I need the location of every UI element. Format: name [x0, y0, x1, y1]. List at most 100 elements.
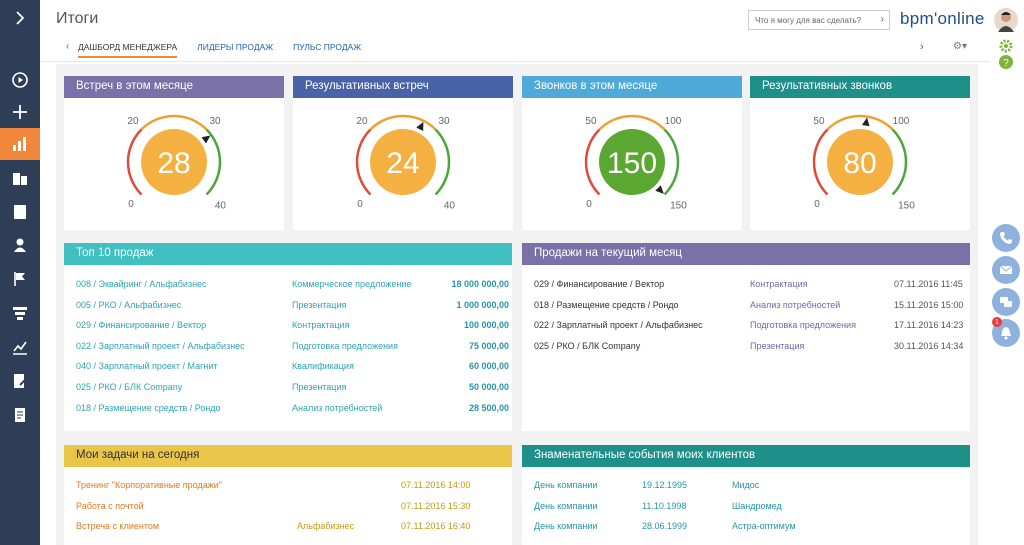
events-card: Знаменательные события моих клиентов Ден… [522, 445, 970, 545]
gauge-card-calls: Звонков в этом месяце 150 50 100 0 150 [522, 76, 742, 230]
gauge-value-circle [827, 129, 893, 195]
gauge-min: 0 [586, 199, 592, 210]
opportunity-link[interactable]: 040 / Зарплатный проект / Магнит [76, 361, 218, 372]
stage-text: Контрактация [292, 320, 350, 331]
opportunity-link[interactable]: 018 / Размещение средств / Рондо [76, 402, 221, 413]
date-value: 07.11.2016 11:45 [894, 279, 963, 289]
gauge-mark: 50 [813, 116, 825, 127]
gauge-meetings: 28 20 30 0 40 [126, 114, 227, 211]
opportunity-link[interactable]: 022 / Зарплатный проект / Альфабизнес [534, 320, 703, 331]
stage-text: Презентация [750, 340, 805, 351]
task-link[interactable]: Работа с почтой [76, 500, 144, 511]
gauge-pointer [861, 117, 870, 127]
gauge-band [663, 128, 680, 196]
tab-manager-dashboard[interactable]: ДАШБОРД МЕНЕДЖЕРА [78, 40, 178, 58]
help-icon[interactable]: ? [992, 48, 1020, 76]
left-nav [0, 0, 40, 545]
gear-dropdown-icon[interactable]: ⚙▾ [953, 41, 967, 52]
chevron-right-icon[interactable]: › [880, 14, 884, 25]
gauge-band [584, 128, 601, 196]
page-title: Итоги [56, 10, 99, 27]
client-link[interactable]: Шандромед [732, 500, 782, 511]
chevron-right-icon[interactable] [0, 2, 40, 34]
event-date: 11.10.1998 [642, 500, 687, 511]
opportunity-link[interactable]: 029 / Финансирование / Вектор [76, 320, 207, 331]
search-placeholder: Что я могу для вас сделать? [755, 16, 862, 25]
brand-logo: bpm'online [900, 9, 985, 28]
gauge-title: Результативных встреч [293, 76, 513, 98]
client-link[interactable]: Астра-оптимум [732, 521, 796, 531]
gauge-band [891, 128, 908, 196]
user-avatar[interactable] [992, 6, 1020, 34]
client-link[interactable]: Мидос [732, 480, 760, 490]
right-panel: ? 1 [990, 0, 1024, 545]
chevron-right-icon[interactable]: › [920, 41, 924, 53]
phone-icon[interactable] [992, 224, 1020, 252]
gauge-card-effective-meetings: Результативных встреч 24 20 30 0 40 [293, 76, 513, 230]
tab-sales-pulse[interactable]: ПУЛЬС ПРОДАЖ [293, 42, 362, 52]
accounts-icon[interactable] [0, 162, 40, 194]
gauge-max: 40 [215, 200, 227, 211]
bar-chart-icon[interactable] [0, 128, 40, 160]
gauge-min: 0 [814, 199, 820, 210]
opportunity-link[interactable]: 029 / Финансирование / Вектор [534, 279, 665, 289]
gauge-calls: 150 50 100 0 150 [584, 114, 687, 211]
command-search-input[interactable]: Что я могу для вас сделать? › [748, 10, 890, 30]
gauge-band [369, 114, 437, 131]
dashboard-content: Встреч в этом месяце 28 20 30 0 40 Результат… [56, 64, 978, 545]
date-value: 15.11.2016 15:00 [894, 299, 964, 310]
play-icon[interactable] [0, 64, 40, 96]
opportunity-link[interactable]: 025 / РКО / БЛК Company [534, 340, 641, 351]
plus-icon[interactable] [0, 96, 40, 128]
edit-document-icon[interactable] [0, 365, 40, 397]
card-title: Мои задачи на сегодня [64, 445, 512, 467]
top-sales-card: Топ 10 продаж 008 / Эквайринг / Альфабиз… [64, 243, 512, 431]
tab-sales-leaders[interactable]: ЛИДЕРЫ ПРОДАЖ [197, 42, 274, 52]
gauge-card-effective-calls: Результативных звонков 80 50 100 0 150 [750, 76, 970, 230]
gauge-effective-meetings: 24 20 30 0 40 [355, 114, 455, 211]
chat-icon[interactable] [992, 288, 1020, 316]
stage-text: Подготовка предложения [292, 340, 398, 351]
gauge-mark: 30 [209, 116, 221, 127]
event-name: День компании [534, 480, 598, 490]
svg-text:?: ? [1003, 58, 1009, 69]
date-value: 30.11.2016 14:34 [894, 340, 964, 351]
building-icon[interactable] [0, 196, 40, 228]
notification-badge: 1 [992, 317, 1002, 327]
document-icon[interactable] [0, 399, 40, 431]
gauge-max: 150 [898, 200, 915, 211]
opportunity-link[interactable]: 005 / РКО / Альфабизнес [76, 299, 182, 310]
stage-text: Контрактация [750, 279, 808, 289]
task-link[interactable]: Тренинг "Корпоративные продажи" [76, 480, 222, 490]
gauge-max: 150 [670, 200, 687, 211]
gauge-value: 24 [386, 147, 419, 180]
gauge-title: Встреч в этом месяце [64, 76, 284, 98]
gauge-value: 80 [843, 147, 876, 180]
amount-value: 60 000,00 [468, 361, 509, 372]
opportunity-link[interactable]: 008 / Эквайринг / Альфабизнес [76, 279, 207, 289]
stage-text: Анализ потребностей [292, 402, 383, 413]
opportunity-link[interactable]: 025 / РКО / БЛК Company [76, 382, 183, 392]
event-date: 19.12.1995 [642, 480, 688, 490]
date-value: 07.11.2016 15:30 [401, 500, 471, 511]
flag-icon[interactable] [0, 263, 40, 295]
stage-text: Анализ потребностей [750, 299, 841, 310]
gauge-band [598, 114, 666, 131]
amount-value: 50 000,00 [468, 382, 509, 392]
account-link[interactable]: Альфабизнес [297, 521, 355, 531]
gauge-min: 0 [357, 199, 363, 210]
contact-icon[interactable] [0, 229, 40, 261]
gauge-mark: 100 [893, 116, 910, 127]
chevron-left-icon[interactable]: ‹ [66, 41, 70, 52]
event-name: День компании [534, 521, 598, 531]
gear-icon[interactable] [992, 32, 1020, 60]
gauge-effective-calls: 80 50 100 0 150 [812, 114, 915, 211]
opportunity-link[interactable]: 018 / Размещение средств / Рондо [534, 299, 679, 310]
card-title: Знаменательные события моих клиентов [522, 445, 970, 467]
task-link[interactable]: Встреча с клиентом [76, 521, 160, 531]
opportunity-link[interactable]: 022 / Зарплатный проект / Альфабизнес [76, 340, 245, 351]
email-icon[interactable] [992, 256, 1020, 284]
analytics-icon[interactable] [0, 331, 40, 363]
gauge-min: 0 [128, 199, 134, 210]
funnel-icon[interactable] [0, 297, 40, 329]
